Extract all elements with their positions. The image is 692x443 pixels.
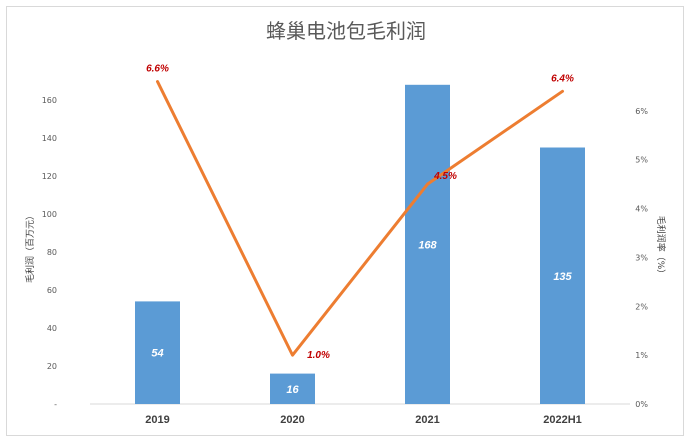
- y-axis-left: - 20 40 60 80 100 120 140 160: [42, 96, 57, 409]
- y-right-tick-label: 1%: [635, 351, 648, 360]
- margin-line: 6.6% 1.0% 4.5% 6.4%: [146, 64, 574, 362]
- y-right-tick-label: 4%: [635, 205, 648, 214]
- y-left-tick-label: 100: [42, 210, 57, 219]
- bar-value-label: 168: [418, 239, 437, 251]
- y-right-tick-label: 5%: [635, 156, 648, 165]
- y-left-tick-label: 60: [47, 286, 57, 295]
- bar-value-label: 135: [553, 271, 572, 283]
- y-right-tick-label: 0%: [635, 400, 648, 409]
- bar-2019: [135, 301, 180, 404]
- bar-2021: [405, 84, 450, 405]
- y-right-tick-label: 2%: [635, 302, 648, 311]
- x-axis-labels: 2019 2020 2021 2022H1: [145, 414, 582, 426]
- y-left-tick-label: 140: [42, 134, 57, 143]
- margin-line-path: [156, 80, 564, 357]
- bar-value-label: 54: [151, 348, 163, 360]
- y-left-tick-label: 40: [47, 324, 57, 333]
- margin-value-label: 1.0%: [307, 350, 330, 361]
- margin-value-label: 6.6%: [146, 64, 169, 75]
- bar-2022H1: [540, 147, 585, 404]
- x-category-label: 2022H1: [543, 414, 582, 426]
- y-left-tick-label: 120: [42, 172, 57, 181]
- bar-2020: [270, 373, 315, 404]
- y-axis-right: 0% 1% 2% 3% 4% 5% 6%: [635, 107, 648, 409]
- x-category-label: 2019: [145, 414, 169, 426]
- y-axis-left-title: 毛利润（百万元）: [24, 211, 36, 283]
- chart-title: 蜂巢电池包毛利润: [266, 19, 426, 43]
- margin-value-label: 4.5%: [433, 171, 457, 182]
- margin-value-label: 6.4%: [551, 73, 574, 84]
- y-left-tick-label: 80: [47, 248, 57, 257]
- y-right-tick-label: 3%: [635, 253, 648, 262]
- y-left-tick-label: -: [54, 400, 57, 409]
- y-left-tick-label: 20: [47, 362, 57, 371]
- y-left-tick-label: 160: [42, 96, 57, 105]
- x-category-label: 2020: [280, 414, 304, 426]
- y-axis-right-title: 毛利润率（%）: [655, 216, 667, 279]
- bar-value-label: 16: [286, 384, 299, 396]
- x-category-label: 2021: [415, 414, 439, 426]
- bars: 54 16 168 135: [135, 84, 585, 405]
- y-right-tick-label: 6%: [635, 107, 648, 116]
